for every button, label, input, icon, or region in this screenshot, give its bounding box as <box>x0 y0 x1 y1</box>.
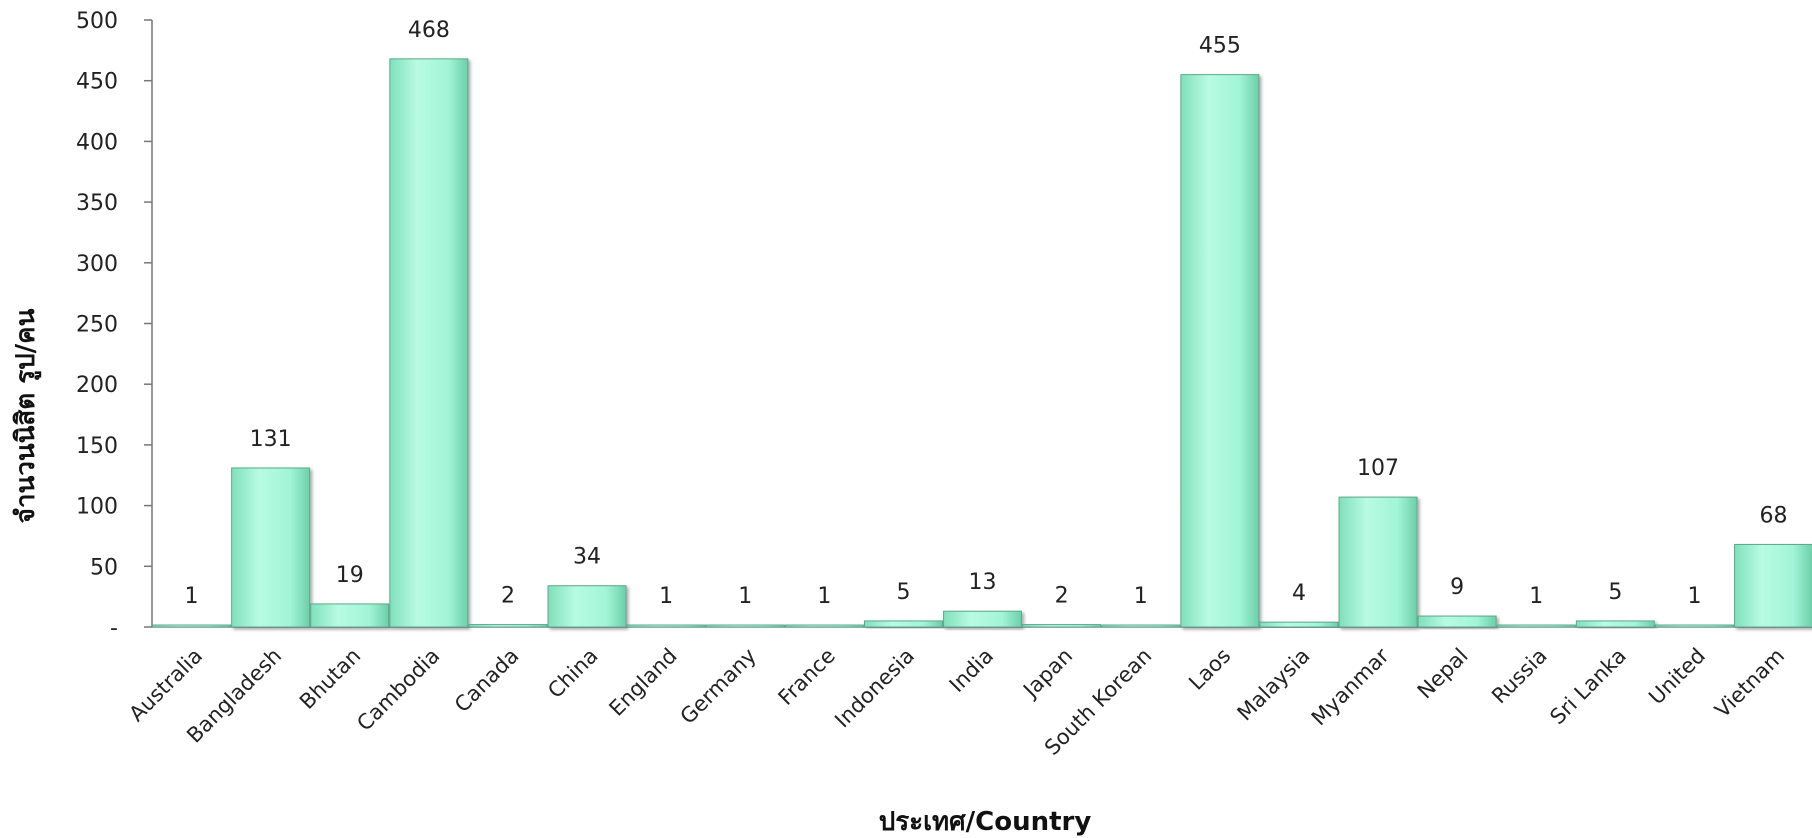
y-tick-label: 100 <box>76 495 118 520</box>
data-label-japan: 2 <box>1055 584 1069 609</box>
y-axis: - 50 100 150 200 250 300 350 400 450 500 <box>76 9 1812 641</box>
x-axis-title: ประเทศ/Country <box>879 807 1092 837</box>
data-label-united: 1 <box>1687 584 1701 609</box>
x-category-label: Vietnam <box>1710 644 1789 723</box>
x-category-label: Cambodia <box>352 644 444 736</box>
bar-canada <box>468 624 548 628</box>
x-category-label: Malaysia <box>1233 644 1315 726</box>
data-label-australia: 1 <box>185 584 199 609</box>
bar-united <box>1654 624 1734 628</box>
x-category-label: China <box>543 644 602 703</box>
x-category-label: Japan <box>1017 644 1077 704</box>
x-category-label: Myanmar <box>1307 643 1394 730</box>
y-tick-label: 200 <box>76 373 118 398</box>
x-category-label: Nepal <box>1413 644 1473 704</box>
data-label-nepal: 9 <box>1450 575 1464 600</box>
bar-russia <box>1496 624 1576 628</box>
y-tick-label: 50 <box>90 555 118 580</box>
y-axis-title: จำนวนนิสิต รูป/คน <box>11 308 42 523</box>
bars <box>152 58 1812 628</box>
bar-germany <box>705 624 785 628</box>
y-tick-label: 300 <box>76 252 118 277</box>
data-label-china: 34 <box>573 545 601 570</box>
y-tick-label: - <box>110 616 118 641</box>
data-label-malaysia: 4 <box>1292 581 1306 606</box>
x-category-label: Indonesia <box>830 644 919 733</box>
data-label-russia: 1 <box>1529 584 1543 609</box>
data-label-bangladesh: 131 <box>250 427 292 452</box>
x-category-label: Canada <box>450 644 523 717</box>
data-label-vietnam: 68 <box>1760 503 1788 528</box>
bar-myanmar <box>1338 496 1418 628</box>
data-label-india: 13 <box>969 570 997 595</box>
y-tick-label: 400 <box>76 130 118 155</box>
bar-australia <box>152 624 232 628</box>
y-tick-label: 350 <box>76 191 118 216</box>
data-label-bhutan: 19 <box>336 563 364 588</box>
bar-japan <box>1022 624 1102 628</box>
data-label-indonesia: 5 <box>896 580 910 605</box>
x-category-label: Laos <box>1184 644 1235 695</box>
data-label-france: 1 <box>817 584 831 609</box>
bar-india <box>943 610 1023 628</box>
x-category-label: Bhutan <box>295 644 365 714</box>
x-category-label: France <box>774 644 840 710</box>
x-category-label: Germany <box>676 644 761 729</box>
x-category-label: Sri Lanka <box>1545 644 1631 730</box>
y-tick-label: 450 <box>76 70 118 95</box>
bar-nepal <box>1417 615 1497 628</box>
x-category-label: Australia <box>124 644 207 727</box>
bar-china <box>547 585 627 628</box>
bar-vietnam <box>1734 543 1812 628</box>
x-category-label: Russia <box>1487 644 1552 709</box>
bar-bhutan <box>310 603 390 628</box>
data-label-south-korean: 1 <box>1134 584 1148 609</box>
data-label-laos: 455 <box>1199 34 1241 59</box>
bar-laos <box>1180 74 1260 628</box>
x-category-label: United <box>1644 644 1710 710</box>
y-tick-label: 150 <box>76 434 118 459</box>
data-label-cambodia: 468 <box>408 18 450 43</box>
bar-indonesia <box>863 620 943 628</box>
x-category-label: India <box>945 644 998 697</box>
data-label-sri-lanka: 5 <box>1608 580 1622 605</box>
data-label-germany: 1 <box>738 584 752 609</box>
data-label-canada: 2 <box>501 584 515 609</box>
bar-france <box>784 624 864 628</box>
bar-england <box>626 624 706 628</box>
data-label-england: 1 <box>659 584 673 609</box>
x-category-label: England <box>604 644 681 721</box>
bar-bangladesh <box>231 467 311 628</box>
y-tick-label: 250 <box>76 313 118 338</box>
bar-sri-lanka <box>1575 620 1655 628</box>
data-label-myanmar: 107 <box>1357 456 1399 481</box>
bar-south-korean <box>1101 624 1181 628</box>
y-tick-label: 500 <box>76 9 118 34</box>
bar-malaysia <box>1259 621 1339 628</box>
bar-cambodia <box>389 58 469 628</box>
